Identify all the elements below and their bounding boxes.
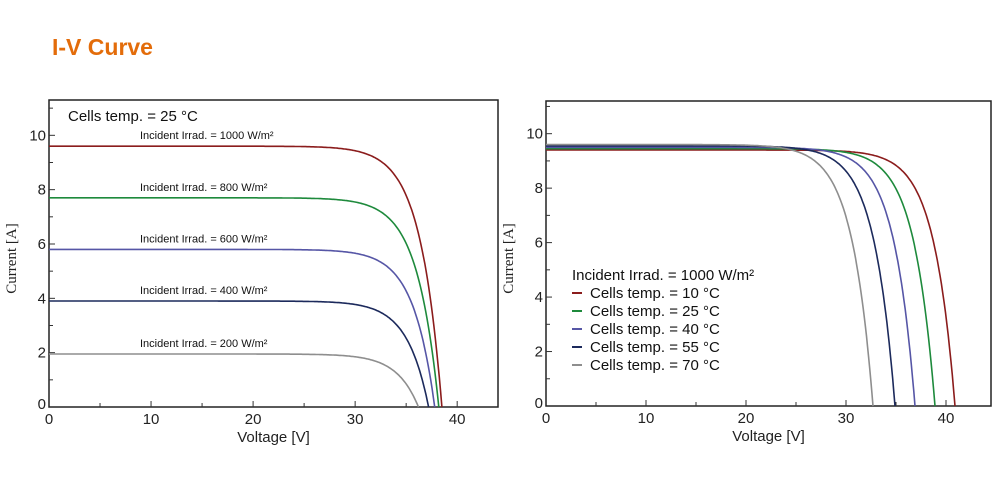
- series-line: [546, 147, 936, 407]
- page-title: I-V Curve: [52, 34, 153, 60]
- series-line: [546, 143, 874, 407]
- series-label: Incident Irrad. = 200 W/m²: [140, 338, 268, 350]
- series-label: Incident Irrad. = 400 W/m²: [140, 285, 268, 297]
- series-line: [49, 353, 420, 408]
- y-tick-label: 4: [38, 290, 46, 307]
- legend-label: Cells temp. = 70 °C: [590, 357, 720, 374]
- series-line: [49, 197, 440, 408]
- series-line: [546, 145, 896, 407]
- x-tick-label: 30: [347, 411, 364, 428]
- x-axis-label: Voltage [V]: [237, 429, 310, 446]
- x-tick-label: 30: [838, 410, 855, 427]
- plot-frame: [48, 99, 499, 408]
- y-tick-label: 8: [38, 182, 46, 199]
- series-line: [546, 146, 916, 407]
- x-axis-label: Voltage [V]: [732, 428, 805, 445]
- x-tick-label: 40: [449, 411, 466, 428]
- x-tick-label: 10: [638, 410, 655, 427]
- y-tick-label: 10: [526, 126, 543, 143]
- legend-label: Cells temp. = 55 °C: [590, 339, 720, 356]
- y-tick-label: 8: [535, 180, 543, 197]
- y-axis-label: Current [A]: [501, 223, 517, 293]
- x-tick-label: 20: [738, 410, 755, 427]
- series-line: [49, 145, 443, 408]
- x-tick-label: 10: [143, 411, 160, 428]
- y-tick-label: 10: [29, 127, 46, 144]
- y-tick-label: 6: [535, 235, 543, 252]
- x-tick-label: 20: [245, 411, 262, 428]
- series-label: Incident Irrad. = 800 W/m²: [140, 182, 268, 194]
- chart-annotation: Cells temp. = 25 °C: [68, 108, 198, 125]
- series-line: [546, 149, 956, 407]
- y-axis-label: Current [A]: [4, 223, 20, 293]
- y-tick-label: 6: [38, 236, 46, 253]
- series-line: [49, 300, 430, 408]
- y-tick-label: 0: [38, 396, 46, 413]
- y-tick-label: 2: [38, 345, 46, 362]
- series-label: Incident Irrad. = 1000 W/m²: [140, 130, 274, 142]
- x-tick-label: 0: [542, 410, 550, 427]
- series-line: [49, 248, 436, 408]
- y-tick-label: 2: [535, 344, 543, 361]
- series-label: Incident Irrad. = 600 W/m²: [140, 233, 268, 245]
- x-tick-label: 40: [938, 410, 955, 427]
- y-tick-label: 4: [535, 289, 543, 306]
- plot-frame: [545, 100, 992, 407]
- legend-label: Cells temp. = 40 °C: [590, 321, 720, 338]
- legend-title: Incident Irrad. = 1000 W/m²: [572, 267, 754, 284]
- y-tick-label: 0: [535, 395, 543, 412]
- legend-label: Cells temp. = 25 °C: [590, 303, 720, 320]
- legend-label: Cells temp. = 10 °C: [590, 285, 720, 302]
- x-tick-label: 0: [45, 411, 53, 428]
